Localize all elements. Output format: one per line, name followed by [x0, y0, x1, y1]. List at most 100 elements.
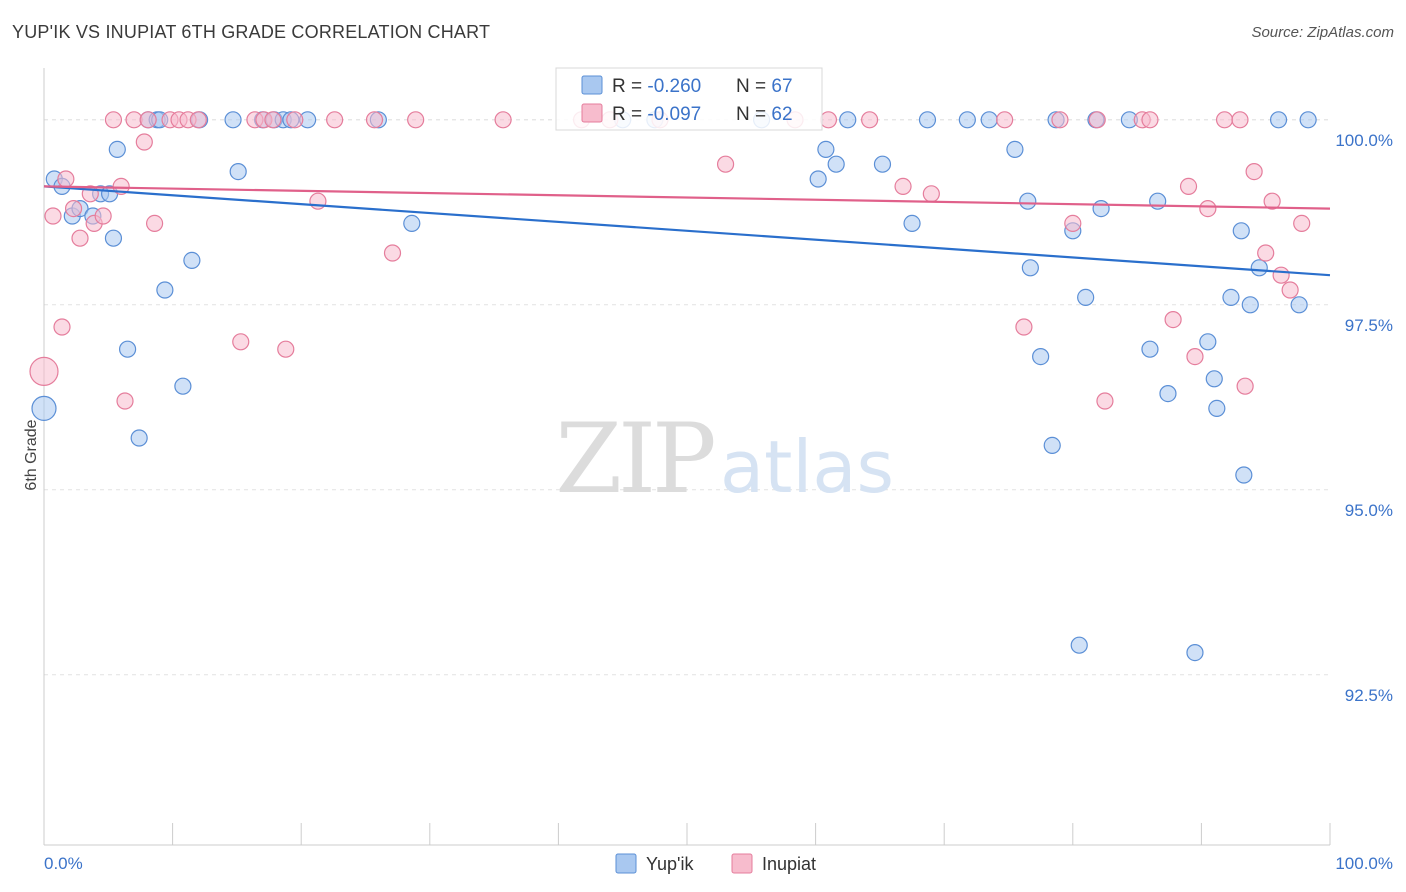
- y-tick-label: 92.5%: [1345, 686, 1393, 705]
- point-inupiat: [64, 200, 83, 218]
- point-inupiat: [1281, 281, 1299, 299]
- point-inupiat: [1263, 192, 1281, 210]
- x-tick-label: 0.0%: [44, 854, 83, 873]
- point-inupiat: [1257, 244, 1275, 262]
- trend-line-yupik: [43, 185, 1331, 277]
- point-inupiat: [277, 340, 295, 358]
- point-yupik: [1043, 436, 1061, 454]
- legend-n-yupik: N = 67: [736, 76, 793, 97]
- y-tick-label: 95.0%: [1345, 501, 1393, 520]
- point-inupiat: [264, 111, 282, 129]
- point-yupik: [1235, 466, 1253, 484]
- points-layer: [29, 111, 1317, 662]
- point-yupik: [873, 155, 892, 173]
- point-yupik: [827, 155, 845, 173]
- point-inupiat: [1245, 163, 1263, 181]
- legend-r-label: R =: [612, 76, 647, 97]
- point-inupiat: [1088, 111, 1106, 129]
- point-yupik: [118, 340, 137, 358]
- point-yupik: [1159, 385, 1177, 403]
- point-inupiat: [1096, 392, 1114, 410]
- point-inupiat: [94, 207, 112, 225]
- point-yupik: [1077, 288, 1095, 306]
- bottom-legend-label-yupik: Yup'ik: [646, 854, 694, 874]
- point-yupik: [817, 140, 835, 158]
- point-inupiat: [29, 356, 59, 386]
- point-yupik: [1250, 259, 1268, 277]
- point-yupik: [980, 111, 998, 129]
- trend-line-inupiat: [43, 185, 1331, 210]
- point-inupiat: [232, 333, 250, 351]
- bottom-legend-label-inupiat: Inupiat: [762, 854, 816, 874]
- watermark-atlas: atlas: [720, 425, 894, 509]
- point-inupiat: [365, 111, 384, 129]
- point-yupik: [403, 214, 421, 232]
- legend-n-value: 67: [771, 76, 792, 97]
- point-inupiat: [57, 170, 75, 188]
- point-inupiat: [1164, 311, 1182, 329]
- point-yupik: [1019, 192, 1037, 210]
- axes-layer: [43, 68, 1330, 846]
- point-inupiat: [1015, 318, 1033, 336]
- legend-n-label: N =: [736, 76, 771, 97]
- legend-r-label: R =: [612, 104, 647, 125]
- point-inupiat: [104, 111, 123, 129]
- point-inupiat: [1141, 111, 1159, 129]
- point-yupik: [903, 214, 921, 232]
- y-tick-label: 97.5%: [1345, 316, 1393, 335]
- bottom-legend: Yup'ik Inupiat: [615, 853, 816, 874]
- legend-swatch-yupik: [581, 75, 603, 95]
- point-inupiat: [819, 111, 838, 129]
- point-inupiat: [53, 318, 71, 336]
- point-yupik: [1199, 333, 1217, 351]
- point-inupiat: [861, 111, 879, 129]
- point-inupiat: [716, 155, 735, 173]
- point-yupik: [224, 111, 242, 129]
- legend-n-inupiat: N = 62: [736, 104, 793, 125]
- point-yupik: [1141, 340, 1159, 358]
- point-yupik: [1205, 370, 1223, 388]
- point-yupik: [1021, 259, 1039, 277]
- watermark: ZIP atlas: [555, 403, 894, 515]
- point-inupiat: [135, 133, 153, 151]
- point-inupiat: [145, 214, 164, 232]
- point-yupik: [1070, 636, 1088, 654]
- point-yupik: [31, 395, 57, 421]
- point-inupiat: [1236, 377, 1254, 395]
- point-yupik: [1290, 296, 1308, 314]
- point-yupik: [156, 281, 174, 299]
- tick-labels: 92.5% 95.0% 97.5% 100.0% 0.0% 100.0%: [44, 131, 1393, 873]
- point-inupiat: [189, 111, 207, 129]
- source-label: Source: ZipAtlas.com: [1251, 24, 1394, 41]
- legend-row-inupiat: R = -0.097: [612, 104, 701, 125]
- point-yupik: [839, 111, 857, 129]
- point-yupik: [174, 377, 192, 395]
- chart-title: YUP'IK VS INUPIAT 6TH GRADE CORRELATION …: [12, 22, 491, 42]
- point-inupiat: [1064, 214, 1082, 232]
- trend-layer: [43, 185, 1331, 277]
- point-inupiat: [116, 392, 134, 410]
- legend-row-yupik: R = -0.260: [612, 76, 701, 97]
- point-inupiat: [1293, 214, 1311, 232]
- point-yupik: [1232, 222, 1250, 240]
- point-inupiat: [922, 185, 940, 203]
- point-yupik: [1186, 643, 1204, 662]
- point-inupiat: [1051, 111, 1069, 129]
- point-yupik: [1092, 200, 1110, 218]
- legend-swatch-inupiat: [581, 103, 603, 123]
- point-inupiat: [1186, 348, 1204, 366]
- point-inupiat: [1179, 177, 1198, 195]
- point-inupiat: [894, 177, 912, 195]
- point-inupiat: [494, 111, 512, 129]
- point-inupiat: [326, 111, 344, 129]
- point-inupiat: [1231, 111, 1249, 129]
- x-tick-label: 100.0%: [1335, 854, 1393, 873]
- point-inupiat: [1272, 266, 1290, 284]
- point-yupik: [108, 140, 126, 158]
- point-yupik: [104, 229, 123, 247]
- point-inupiat: [996, 111, 1014, 129]
- point-inupiat: [1199, 200, 1217, 218]
- point-yupik: [958, 111, 976, 129]
- point-inupiat: [407, 111, 425, 129]
